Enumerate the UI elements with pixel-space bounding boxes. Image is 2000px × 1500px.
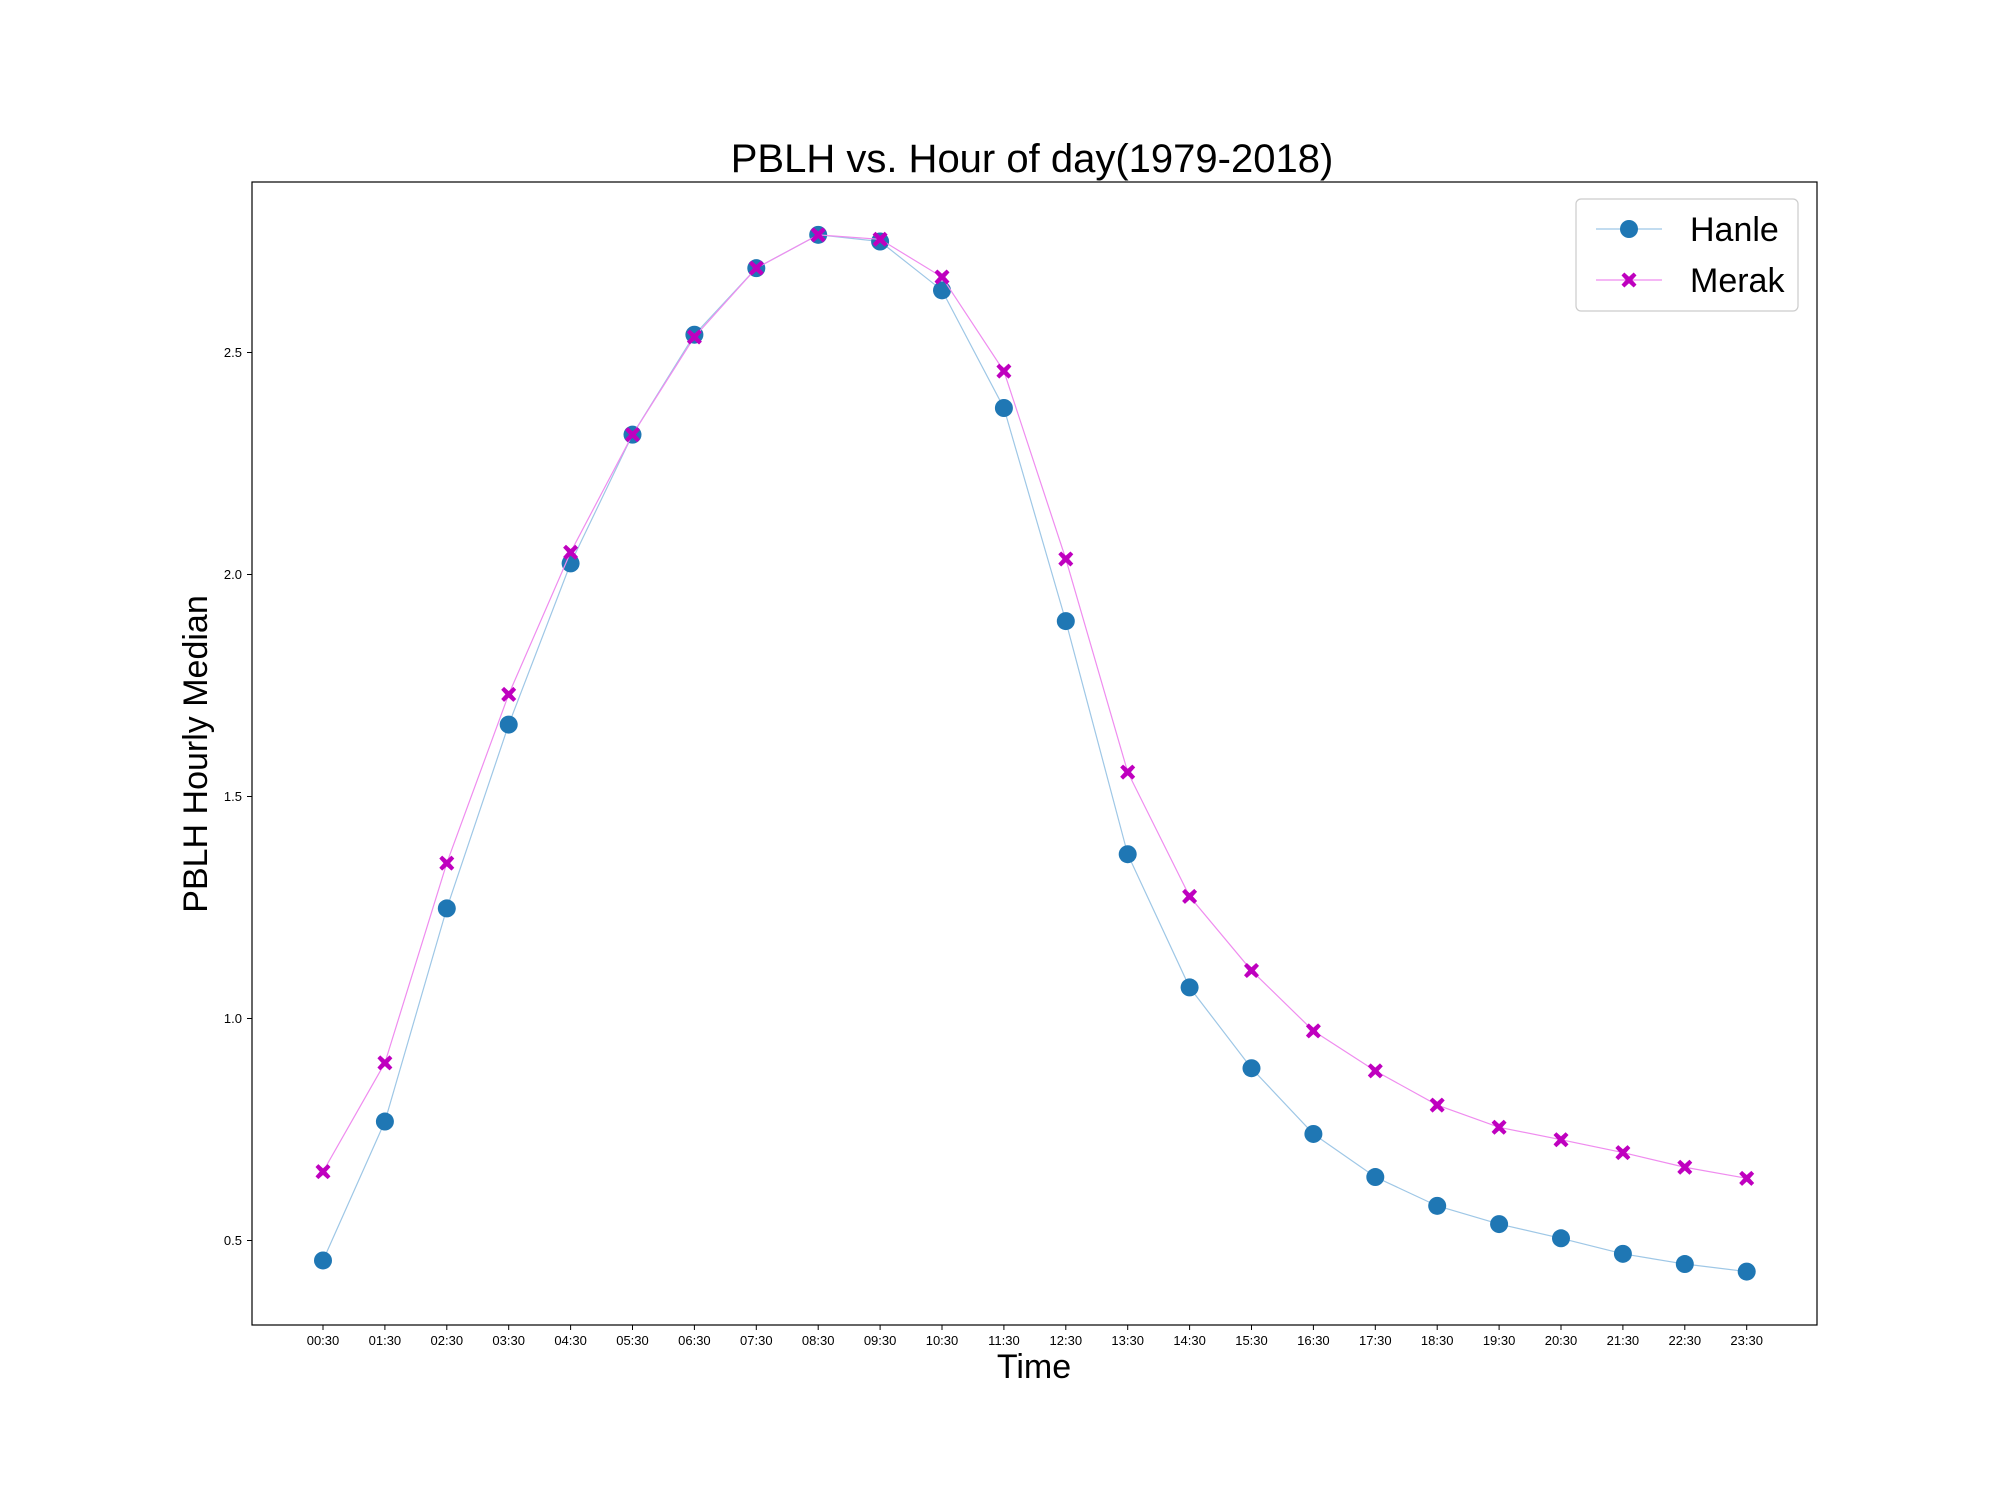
data-point	[994, 399, 1013, 417]
y-tick-label: 0.5	[224, 1233, 242, 1248]
x-tick-label: 16:30	[1297, 1333, 1330, 1348]
data-point	[748, 260, 764, 276]
x-tick-label: 09:30	[864, 1333, 897, 1348]
y-tick-label: 1.5	[224, 789, 242, 804]
series-line	[322, 234, 1747, 1273]
series-line	[322, 234, 1747, 1179]
x-tick-label: 11:30	[988, 1333, 1020, 1348]
data-point	[499, 715, 518, 734]
data-point	[1058, 551, 1074, 567]
y-tick-label: 2.0	[224, 567, 242, 582]
series-hanle	[314, 225, 1756, 1281]
data-point	[1429, 1097, 1445, 1113]
data-point	[1739, 1170, 1755, 1186]
x-tick-label: 07:30	[740, 1333, 773, 1348]
x-tick-label: 12:30	[1050, 1333, 1083, 1348]
x-axis-label: Time	[997, 1348, 1071, 1386]
data-point	[1366, 1168, 1385, 1187]
data-point	[501, 686, 517, 702]
data-point	[1056, 612, 1075, 631]
data-point	[377, 1055, 393, 1071]
data-point	[437, 899, 456, 918]
data-point	[1305, 1023, 1321, 1039]
x-tick-label: 02:30	[431, 1333, 464, 1348]
x-axis-ticks: 00:30 01:30 02:30 03:30 04:30 05:30 06:30 07:30…	[307, 1325, 1763, 1348]
data-point	[810, 227, 826, 243]
x-tick-label: 19:30	[1483, 1333, 1516, 1348]
data-point	[1491, 1119, 1507, 1135]
legend-marker	[1620, 220, 1638, 238]
x-tick-label: 05:30	[616, 1333, 649, 1348]
data-point	[933, 281, 951, 300]
x-tick-label: 15:30	[1235, 1333, 1268, 1348]
data-point	[1180, 978, 1199, 997]
data-point	[375, 1112, 394, 1131]
x-tick-label: 22:30	[1669, 1333, 1702, 1348]
x-tick-label: 18:30	[1421, 1333, 1454, 1348]
y-axis-label: PBLH Hourly Median	[177, 595, 215, 912]
data-point	[1182, 888, 1198, 904]
x-tick-label: 06:30	[678, 1333, 711, 1348]
x-tick-label: 04:30	[554, 1333, 587, 1348]
series-merak	[315, 227, 1755, 1186]
data-point	[563, 544, 579, 560]
series-layer	[314, 225, 1756, 1281]
x-tick-label: 13:30	[1111, 1333, 1144, 1348]
data-point	[1304, 1124, 1323, 1143]
x-tick-label: 03:30	[492, 1333, 525, 1348]
legend-label: Merak	[1690, 262, 1785, 300]
data-point	[1120, 764, 1136, 780]
x-tick-label: 17:30	[1359, 1333, 1392, 1348]
data-point	[1675, 1255, 1694, 1274]
data-point	[1677, 1159, 1693, 1175]
x-tick-label: 10:30	[926, 1333, 959, 1348]
legend: Hanle Merak	[1575, 198, 1799, 312]
x-tick-label: 01:30	[369, 1333, 402, 1348]
legend-item: Hanle	[1596, 211, 1779, 249]
legend-item: Merak	[1596, 262, 1785, 300]
data-point	[1615, 1145, 1631, 1161]
data-point	[1428, 1196, 1447, 1215]
data-point	[1553, 1132, 1569, 1148]
y-axis-ticks: 0.5 1.0 1.5 2.0 2.5	[224, 345, 252, 1248]
plot-area	[251, 181, 1818, 1326]
data-point	[1552, 1229, 1570, 1248]
data-point	[1118, 845, 1137, 864]
data-point	[1367, 1063, 1383, 1079]
data-point	[934, 269, 950, 285]
data-point	[996, 363, 1012, 379]
x-tick-label: 21:30	[1607, 1333, 1640, 1348]
legend-label: Hanle	[1690, 211, 1779, 249]
data-point	[625, 427, 640, 443]
chart-title: PBLH vs. Hour of day(1979-2018)	[731, 137, 1334, 181]
x-tick-label: 14:30	[1173, 1333, 1206, 1348]
y-tick-label: 1.0	[224, 1011, 242, 1026]
data-point	[1490, 1215, 1509, 1234]
x-tick-label: 00:30	[307, 1333, 340, 1348]
y-tick-label: 2.5	[224, 345, 242, 360]
x-tick-label: 23:30	[1730, 1333, 1763, 1348]
x-tick-label: 20:30	[1545, 1333, 1578, 1348]
legend-marker	[1621, 272, 1637, 288]
data-point	[1737, 1262, 1756, 1281]
data-point	[686, 329, 702, 345]
data-point	[872, 231, 888, 247]
data-point	[1613, 1244, 1632, 1263]
x-tick-label: 08:30	[802, 1333, 835, 1348]
data-point	[439, 855, 455, 871]
data-point	[1242, 1059, 1261, 1078]
data-point	[314, 1251, 332, 1270]
data-point	[315, 1164, 331, 1180]
data-point	[1244, 963, 1259, 979]
